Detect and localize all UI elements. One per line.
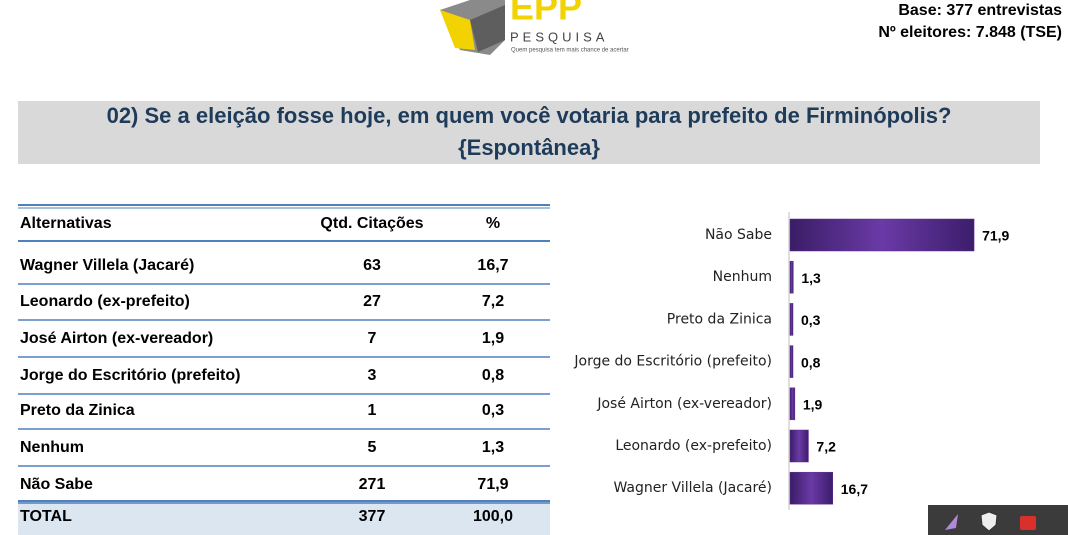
table-cell: 1,9 [482,330,504,347]
table-cell: 0,3 [482,402,504,419]
table-total: TOTAL [20,508,72,525]
voters: Nº eleitores: 7.848 (TSE) [878,24,1062,41]
logo: EPP PESQUISA Quem pesquisa tem mais chan… [440,0,629,55]
table-cell: José Airton (ex-vereador) [20,330,213,347]
value-label: 16,7 [841,481,868,497]
table-total: 377 [359,508,386,525]
bar [789,429,809,463]
table-cell: 7,2 [482,293,504,310]
base: Base: 377 entrevistas [898,2,1062,19]
column-header: Alternativas [20,215,112,232]
logo-text: EPP [510,0,582,28]
table-cell: 1 [368,402,377,419]
table-cell: 16,7 [477,257,508,274]
category-label: Nenhum [713,269,772,285]
value-label: 1,3 [801,270,821,286]
table-cell: Nenhum [20,439,84,456]
category-label: Não Sabe [705,227,772,243]
category-label: Preto da Zinica [667,311,772,327]
table-cell: 1,3 [482,439,504,456]
logo-subtext: PESQUISA [510,29,608,44]
category-label: Wagner Villela (Jacaré) [613,480,772,496]
title-box [18,101,1040,164]
table-cell: 63 [363,257,381,274]
table-cell: 27 [363,293,381,310]
table-cell: 5 [368,439,377,456]
table-cell: 3 [368,367,377,384]
table-cell: Wagner Villela (Jacaré) [20,257,194,274]
value-label: 1,9 [803,397,823,413]
table-total: 100,0 [473,508,513,525]
total-row-bg [18,501,550,535]
category-label: José Airton (ex-vereador) [596,396,772,412]
table-cell: 0,8 [482,367,504,384]
title: 02) Se a eleição fosse hoje, em quem voc… [107,103,952,128]
column-header: Qtd. Citações [320,215,423,232]
bar [789,218,975,252]
bar [789,387,796,421]
bar [789,260,794,294]
category-label: Leonardo (ex-prefeito) [615,438,772,454]
table-cell: Não Sabe [20,476,93,493]
table-cell: 71,9 [477,476,508,493]
value-label: 0,8 [801,354,821,370]
value-label: 71,9 [982,228,1009,244]
bar [789,471,834,505]
category-label: Jorge do Escritório (prefeito) [573,354,772,370]
table [18,204,550,535]
bar [789,345,794,378]
column-header: % [486,215,500,232]
tray [928,505,1068,535]
value-label: 7,2 [816,439,836,455]
table-cell: 271 [359,476,386,493]
table-cell: Jorge do Escritório (prefeito) [20,367,240,384]
table-cell: 7 [368,330,377,347]
value-label: 0,3 [801,312,821,328]
table-cell: Preto da Zinica [20,402,135,419]
bar [789,303,794,336]
table-cell: Leonardo (ex-prefeito) [20,293,190,310]
tagline: Quem pesquisa tem mais chance de acertar [511,48,629,54]
title: {Espontânea} [458,135,600,160]
